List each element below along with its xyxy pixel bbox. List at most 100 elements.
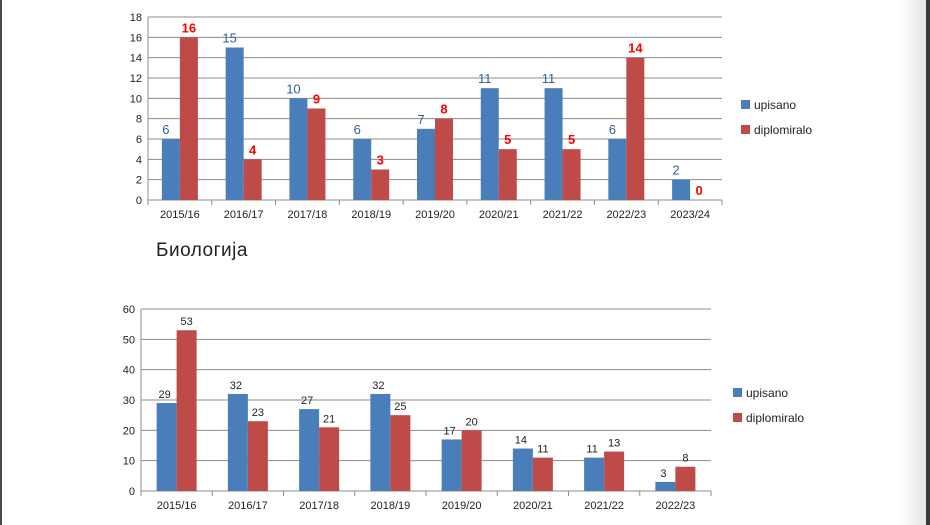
bottom-data-label-diplomiralo-6: 13	[608, 438, 620, 450]
top-ytick-label-5: 10	[130, 93, 142, 105]
bottom-category-label-0: 2015/16	[157, 500, 197, 512]
bottom-data-label-diplomiralo-0: 53	[181, 316, 193, 328]
bottom-bar-upisano-4	[441, 439, 462, 491]
top-bar-diplomiralo-6	[562, 149, 581, 200]
bottom-bar-upisano-0	[156, 403, 177, 491]
bottom-bar-diplomiralo-7	[675, 466, 696, 491]
bottom-bar-diplomiralo-0	[176, 330, 197, 491]
top-data-label-upisano-0: 6	[162, 122, 169, 137]
bottom-data-label-upisano-6: 11	[586, 444, 597, 456]
top-legend-swatch-diplomiralo	[741, 125, 750, 134]
top-data-label-upisano-1: 15	[222, 31, 236, 46]
bottom-ytick-label-6: 60	[123, 304, 135, 316]
section-heading: Биологија	[156, 240, 248, 261]
bottom-ytick-label-5: 50	[123, 334, 135, 346]
bottom-ytick-label-3: 30	[123, 395, 135, 407]
chart-bottom: 0 10 20 30 40 50 60 2015/16 2016/17 2017/18 2018/1…	[123, 304, 805, 512]
top-data-label-diplomiralo-4: 8	[440, 102, 447, 117]
bottom-data-label-diplomiralo-4: 20	[466, 416, 478, 428]
bottom-data-label-diplomiralo-3: 25	[394, 401, 406, 413]
top-category-label-2: 2017/18	[288, 209, 328, 221]
top-bar-diplomiralo-2	[307, 108, 326, 200]
top-ytick-label-8: 16	[130, 32, 142, 44]
bottom-bar-upisano-7	[655, 481, 676, 491]
bottom-bar-upisano-5	[512, 448, 533, 491]
bottom-data-label-upisano-2: 27	[301, 395, 313, 407]
top-bar-diplomiralo-5	[498, 149, 517, 200]
bottom-data-label-upisano-4: 17	[444, 425, 456, 437]
top-category-label-3: 2018/19	[351, 209, 391, 221]
bottom-bar-diplomiralo-2	[319, 427, 340, 491]
bottom-bar-diplomiralo-6	[604, 451, 625, 491]
top-data-label-diplomiralo-6: 5	[568, 132, 575, 147]
top-ytick-label-1: 2	[136, 175, 142, 187]
bottom-bar-diplomiralo-3	[390, 415, 411, 491]
bottom-data-label-diplomiralo-2: 21	[323, 413, 335, 425]
top-bar-upisano-6	[544, 88, 563, 200]
bottom-ytick-label-0: 0	[129, 486, 135, 498]
bottom-legend-swatch-upisano	[733, 388, 742, 397]
page-border-left	[0, 0, 2, 525]
top-data-label-diplomiralo-0: 16	[182, 20, 196, 35]
top-category-label-5: 2020/21	[479, 209, 519, 221]
top-ytick-label-3: 6	[136, 134, 142, 146]
bottom-legend-swatch-diplomiralo	[733, 413, 742, 422]
top-ytick-label-2: 4	[136, 154, 142, 166]
top-category-label-4: 2019/20	[415, 209, 455, 221]
bottom-bar-upisano-6	[584, 457, 605, 491]
bottom-legend-label-diplomiralo: diplomiralo	[746, 411, 804, 425]
top-bar-diplomiralo-3	[371, 169, 390, 200]
top-category-label-6: 2021/22	[543, 209, 583, 221]
bottom-bar-upisano-2	[299, 409, 320, 491]
top-data-label-upisano-7: 6	[609, 122, 616, 137]
bottom-bar-upisano-3	[370, 393, 391, 491]
top-legend-swatch-upisano	[741, 100, 750, 109]
bottom-category-label-7: 2022/23	[655, 500, 695, 512]
bottom-category-label-6: 2021/22	[584, 500, 624, 512]
bottom-bar-upisano-1	[227, 393, 248, 491]
top-bar-upisano-2	[289, 98, 308, 200]
bottom-category-label-5: 2020/21	[513, 500, 553, 512]
bottom-data-label-diplomiralo-1: 23	[252, 407, 264, 419]
top-data-label-upisano-3: 6	[354, 122, 361, 137]
top-data-label-upisano-8: 2	[672, 163, 679, 178]
top-data-label-upisano-5: 11	[478, 71, 492, 86]
top-bar-diplomiralo-7	[626, 57, 645, 200]
top-ytick-label-6: 12	[130, 73, 142, 85]
bottom-bar-diplomiralo-5	[532, 457, 553, 491]
bottom-data-label-upisano-1: 32	[230, 380, 242, 392]
bottom-bar-diplomiralo-4	[461, 430, 482, 491]
top-bar-diplomiralo-1	[243, 159, 262, 200]
chart-top: 0 2 4 6 8 10 12 14 16 18 2015/16 2016/17 2017/18 2018…	[130, 12, 813, 221]
bottom-data-label-diplomiralo-5: 11	[537, 444, 548, 456]
bottom-data-label-upisano-5: 14	[515, 435, 527, 447]
top-ytick-label-9: 18	[130, 12, 142, 24]
top-category-label-7: 2022/23	[606, 209, 646, 221]
bottom-data-label-diplomiralo-7: 8	[682, 453, 688, 465]
top-data-label-diplomiralo-7: 14	[628, 41, 643, 56]
bottom-data-label-upisano-3: 32	[372, 380, 384, 392]
bottom-category-label-1: 2016/17	[228, 500, 268, 512]
bottom-ytick-label-1: 10	[123, 456, 135, 468]
bottom-data-label-upisano-0: 29	[159, 389, 171, 401]
top-ytick-label-4: 8	[136, 114, 142, 126]
top-data-label-upisano-6: 11	[542, 71, 556, 86]
top-bar-upisano-0	[161, 139, 180, 200]
top-data-label-diplomiralo-5: 5	[504, 132, 511, 147]
bottom-bar-diplomiralo-1	[247, 421, 268, 491]
top-ytick-label-7: 14	[130, 53, 142, 65]
top-bar-upisano-7	[608, 139, 627, 200]
top-data-label-diplomiralo-1: 4	[249, 142, 257, 157]
top-data-label-upisano-2: 10	[286, 81, 300, 96]
top-category-label-8: 2023/24	[670, 209, 710, 221]
top-bar-upisano-1	[225, 47, 244, 200]
top-data-label-diplomiralo-8: 0	[695, 183, 702, 198]
bottom-ytick-label-2: 20	[123, 425, 135, 437]
bottom-data-label-upisano-7: 3	[660, 468, 666, 480]
page-border-right	[926, 0, 930, 525]
top-category-label-1: 2016/17	[224, 209, 264, 221]
bottom-legend-label-upisano: upisano	[746, 386, 788, 400]
bottom-category-label-3: 2018/19	[370, 500, 410, 512]
top-data-label-upisano-4: 7	[417, 112, 424, 127]
